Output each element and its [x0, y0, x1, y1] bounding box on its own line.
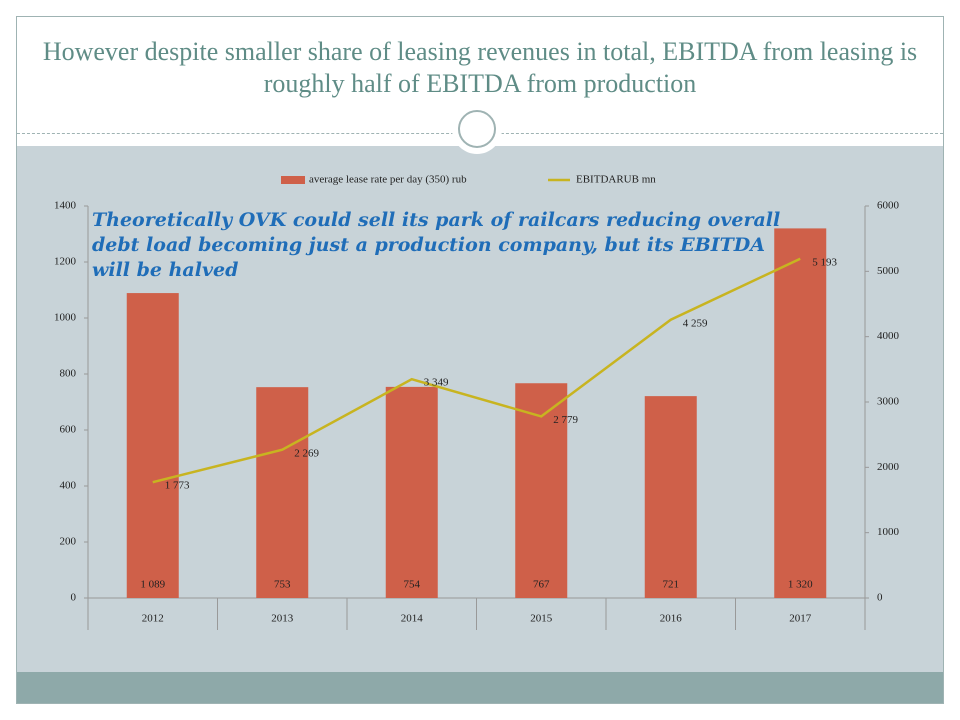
- y-tick-label: 1400: [54, 200, 77, 212]
- bar-value-label: 754: [404, 579, 421, 591]
- y2-tick-label: 0: [877, 592, 883, 604]
- y-tick-label: 200: [60, 536, 77, 548]
- footer-bar: [17, 672, 943, 703]
- legend-swatch: [281, 176, 305, 184]
- y-tick-label: 1200: [54, 256, 77, 268]
- slide-frame: [16, 16, 944, 704]
- annotation: Theoretically OVK could sell its park of…: [92, 209, 781, 281]
- line-value-label: 3 349: [424, 377, 449, 389]
- bar-value-label: 1 320: [788, 579, 813, 591]
- line-value-label: 2 779: [553, 414, 578, 426]
- y-tick-label: 400: [60, 480, 77, 492]
- bar-value-label: 753: [274, 579, 291, 591]
- bar-value-label: 721: [663, 579, 680, 591]
- line-value-label: 1 773: [165, 480, 190, 492]
- bar: [515, 383, 568, 598]
- line-series: [152, 257, 801, 484]
- y-tick-label: 0: [71, 592, 77, 604]
- line-value-label: 5 193: [812, 256, 837, 268]
- bar: [385, 386, 438, 598]
- x-tick-label: 2013: [271, 613, 294, 625]
- x-tick-label: 2012: [142, 613, 164, 625]
- y2-tick-label: 3000: [877, 396, 900, 408]
- y-tick-label: 800: [60, 368, 77, 380]
- y2-tick-label: 4000: [877, 330, 900, 342]
- bar: [126, 293, 179, 598]
- x-tick-label: 2017: [789, 613, 812, 625]
- y2-tick-label: 5000: [877, 265, 900, 277]
- bar: [774, 228, 827, 598]
- ornament: [452, 104, 502, 154]
- line-value-label: 2 269: [294, 447, 319, 459]
- bar-value-label: 767: [533, 579, 550, 591]
- legend-label: average lease rate per day (350) rub: [309, 174, 467, 186]
- y2-tick-label: 6000: [877, 200, 900, 212]
- y2-tick-label: 1000: [877, 526, 900, 538]
- bar: [256, 387, 309, 598]
- y-tick-label: 1000: [54, 312, 77, 324]
- x-tick-label: 2014: [401, 613, 424, 625]
- legend-label: EBITDARUB mn: [576, 174, 656, 186]
- bar-value-label: 1 089: [140, 579, 165, 591]
- y-tick-label: 600: [60, 424, 77, 436]
- y2-tick-label: 2000: [877, 461, 900, 473]
- x-tick-label: 2015: [530, 613, 553, 625]
- line-value-label: 4 259: [683, 317, 708, 329]
- bar: [644, 396, 697, 598]
- slide-title: However despite smaller share of leasing…: [42, 37, 918, 98]
- x-tick-label: 2016: [660, 613, 683, 625]
